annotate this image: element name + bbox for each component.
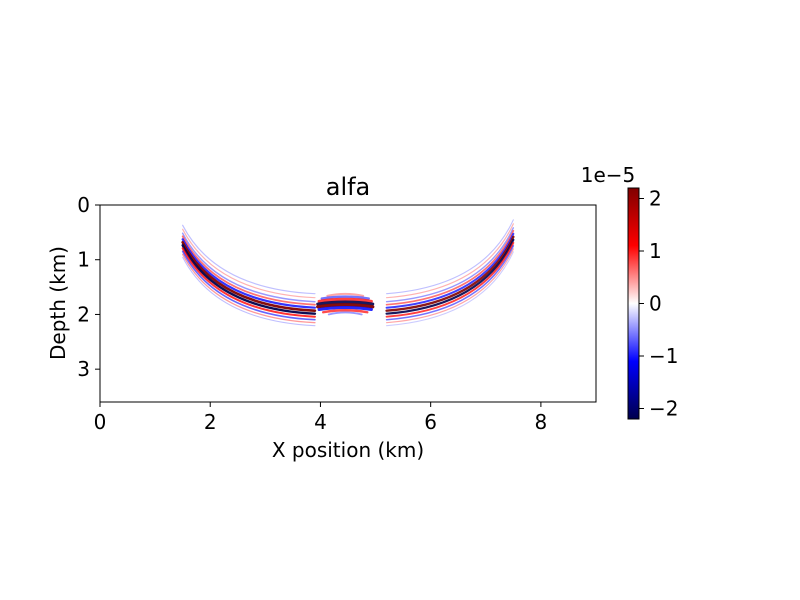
colorbar-tick-label: −1 <box>649 344 678 368</box>
y-tick-label: 0 <box>77 193 90 217</box>
x-tick-label: 6 <box>424 410 437 434</box>
center-reflector-band <box>327 311 363 316</box>
right-reflection-band <box>385 232 515 309</box>
left-reflection-band <box>181 232 316 303</box>
y-tick-label: 3 <box>77 357 90 381</box>
colorbar-tick-label: 1 <box>649 239 662 263</box>
left-reflection-band <box>182 256 316 327</box>
colorbar <box>627 187 640 420</box>
colorbar-axis: 2 1 0 −1 −2 <box>639 187 678 421</box>
y-tick-label: 2 <box>77 302 90 326</box>
y-tick-label: 1 <box>77 248 90 272</box>
center-reflector-band <box>322 309 369 314</box>
right-reflection-band <box>385 227 515 303</box>
x-axis-label: X position (km) <box>272 438 424 462</box>
center-reflector-band <box>317 306 373 312</box>
colorbar-tick-label: −2 <box>649 397 678 421</box>
right-reflection-band <box>385 223 514 299</box>
plot-frame <box>99 204 597 403</box>
left-reflection-band <box>182 253 316 324</box>
x-axis: 0 2 4 6 8 <box>94 402 548 434</box>
right-reflection-band <box>385 245 515 321</box>
right-reflection-band <box>385 238 515 315</box>
left-reflection-band <box>181 250 316 321</box>
left-reflection-band <box>181 235 316 306</box>
right-reflection-band <box>385 241 515 318</box>
y-axis-label: Depth (km) <box>46 246 70 360</box>
x-tick-label: 4 <box>314 410 327 434</box>
heatmap-field <box>181 219 515 327</box>
right-reflection-band <box>386 219 514 295</box>
left-reflection-band <box>182 228 316 299</box>
center-reflector-band <box>320 295 370 300</box>
center-reflector-band <box>317 297 373 303</box>
colorbar-tick-label: 2 <box>649 187 662 211</box>
chart-title: alfa <box>326 173 371 201</box>
right-reflection-band <box>385 229 515 306</box>
right-reflection-band <box>385 235 515 312</box>
colorbar-tick-label: 0 <box>649 292 662 316</box>
left-reflection-band <box>181 244 317 315</box>
left-reflection-band <box>181 238 317 309</box>
center-reflector-band <box>316 303 375 309</box>
y-axis: 0 1 2 3 <box>77 193 100 381</box>
x-tick-label: 2 <box>204 410 217 434</box>
right-reflection-band <box>385 248 514 324</box>
right-reflection-band <box>386 251 514 327</box>
left-reflection-band <box>181 241 317 313</box>
left-reflection-band <box>182 224 316 295</box>
left-reflection-band <box>181 247 316 318</box>
x-tick-label: 8 <box>535 410 548 434</box>
colorbar-offset-text: 1e−5 <box>581 163 636 187</box>
x-tick-label: 0 <box>94 410 107 434</box>
center-reflector-band <box>316 300 375 306</box>
center-reflector-band <box>326 292 365 297</box>
